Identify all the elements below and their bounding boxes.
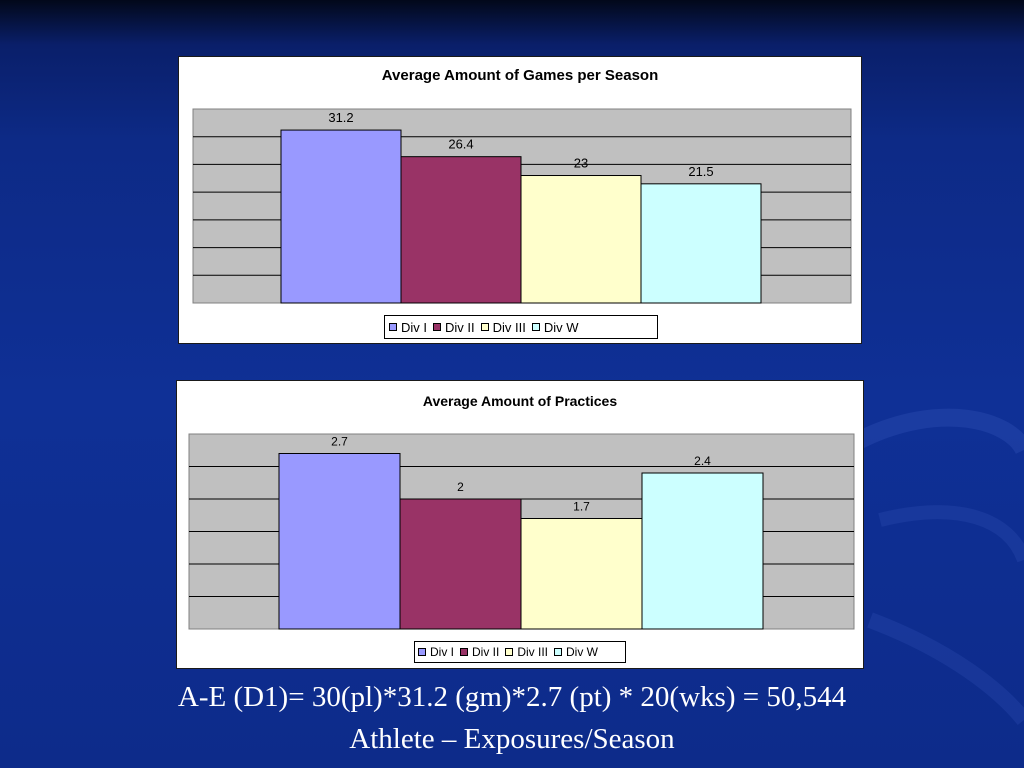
legend-label: Div III (492, 319, 526, 335)
legend-item-div-ii: Div II (460, 645, 499, 659)
legend-item-div-i: Div I (389, 320, 427, 335)
legend-item-div-w: Div W (554, 645, 598, 659)
formula-caption-subtitle: Athlete – Exposures/Season (349, 723, 675, 755)
legend-label: Div I (430, 645, 454, 659)
data-label: 21.5 (688, 164, 713, 179)
data-label: 2.7 (331, 435, 348, 449)
legend-label: Div W (566, 645, 599, 659)
games-plot-area: 31.2 26.4 23 21.5 (192, 108, 852, 304)
chart-legend: Div I Div II Div III Div W (384, 315, 658, 339)
legend-label: Div I (401, 319, 427, 335)
legend-item-div-i: Div I (418, 645, 454, 659)
chart-title: Average Amount of Games per Season (381, 67, 659, 84)
legend-swatch-div-w (531, 323, 540, 331)
legend-swatch-div-ii (460, 648, 468, 656)
chart-title: Average Amount of Practices (422, 393, 618, 409)
legend-swatch-div-w (554, 648, 563, 656)
legend-swatch-div-i (389, 323, 397, 331)
legend-label: Div III (517, 645, 549, 659)
bar-div-ii (399, 498, 522, 630)
legend-item-div-iii: Div III (505, 645, 548, 659)
practices-chart: Average Amount of Practices 2.7 2 1.7 2.4 D… (176, 380, 864, 669)
legend-item-div-iii: Div III (480, 319, 526, 335)
bar-div-i (278, 453, 401, 630)
legend-swatch-div-iii (505, 648, 514, 656)
formula-caption: A-E (D1)= 30(pl)*31.2 (gm)*2.7 (pt) * 20… (177, 681, 847, 713)
legend-swatch-div-i (418, 648, 426, 656)
bar-div-iii (520, 175, 642, 304)
data-label: 31.2 (328, 110, 353, 125)
legend-label: Div II (472, 645, 500, 659)
games-per-season-chart: Average Amount of Games per Season 31.2 2… (178, 56, 862, 344)
data-label: 26.4 (448, 137, 473, 152)
data-label: 2.4 (694, 454, 711, 468)
legend-item-div-w: Div W (531, 319, 579, 335)
legend-swatch-div-ii (433, 323, 441, 331)
chart-legend: Div I Div II Div III Div W (414, 641, 626, 663)
practices-plot-area: 2.7 2 1.7 2.4 (188, 433, 855, 630)
legend-swatch-div-iii (480, 323, 489, 331)
legend-label: Div II (445, 319, 475, 335)
bar-div-w (641, 472, 764, 630)
data-label: 2 (457, 480, 464, 494)
legend-label: Div W (543, 319, 579, 335)
data-label: 1.7 (573, 500, 590, 514)
bar-div-iii (520, 518, 643, 630)
bar-div-ii (400, 156, 522, 304)
bar-div-i (280, 129, 402, 304)
legend-item-div-ii: Div II (433, 320, 475, 335)
bar-div-w (640, 183, 762, 304)
data-label: 23 (574, 156, 588, 171)
